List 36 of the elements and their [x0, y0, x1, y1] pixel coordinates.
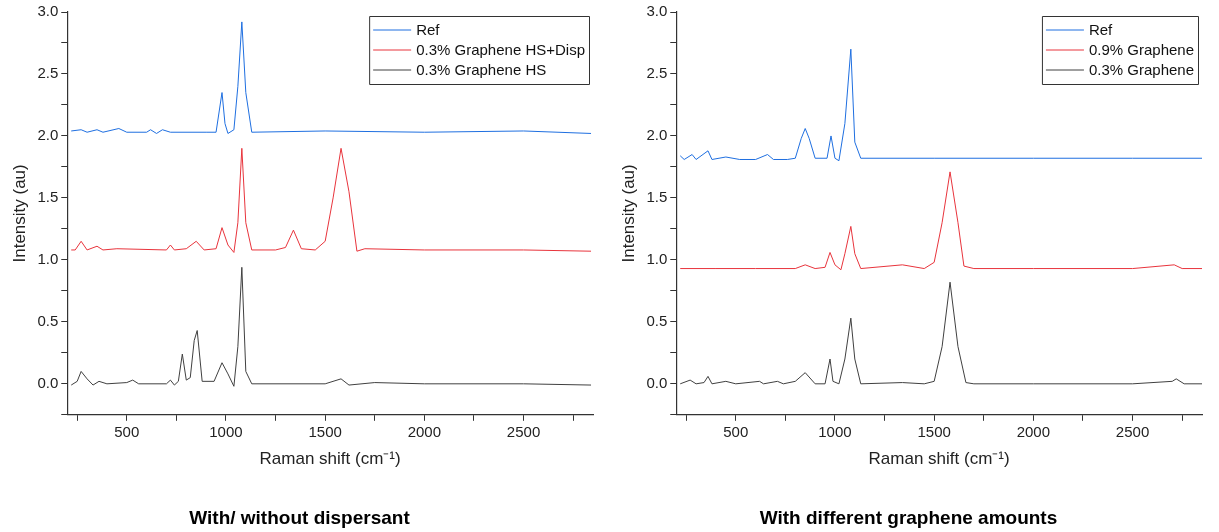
x-tick-label: 1000: [209, 422, 243, 440]
legend-label: 0.3% Graphene: [1088, 61, 1194, 79]
legend-label: Ref: [1088, 21, 1114, 39]
y-tick-label: 1.0: [646, 250, 668, 268]
x-tick-label: 500: [723, 422, 749, 440]
y-tick-label: 0.0: [646, 373, 668, 391]
x-tick-label: 2000: [1016, 422, 1051, 440]
y-tick-label: 2.0: [37, 126, 59, 144]
y-tick-label: 3.0: [646, 2, 668, 20]
x-tick-label: 1500: [917, 422, 951, 440]
legend-label: Ref: [416, 21, 441, 39]
y-tick-label: 2.0: [646, 126, 668, 144]
x-tick-label: 1000: [818, 422, 852, 440]
x-tick-label: 1500: [308, 422, 342, 440]
y-tick-label: 2.5: [37, 64, 59, 82]
y-tick-label: 0.5: [37, 311, 59, 329]
y-axis-title: Intensity (au): [9, 164, 29, 263]
y-tick-label: 0.0: [37, 373, 59, 391]
y-tick-label: 3.0: [37, 2, 59, 20]
y-tick-label: 1.5: [37, 188, 59, 206]
legend-label: 0.3% Graphene HS+Disp: [416, 41, 586, 59]
x-tick-label: 2500: [506, 422, 541, 440]
text: With different graphene amounts: [759, 506, 1058, 528]
x-axis-title: Raman shift (cm⁻¹): [259, 448, 401, 468]
x-tick-label: 500: [114, 422, 140, 440]
legend-label: 0.3% Graphene HS: [416, 61, 547, 79]
text: With/ without dispersant: [189, 506, 411, 528]
y-tick-label: 1.0: [37, 250, 59, 268]
y-axis-title: Intensity (au): [618, 164, 638, 263]
y-tick-label: 2.5: [646, 64, 668, 82]
x-axis-title: Raman shift (cm⁻¹): [868, 448, 1010, 468]
y-tick-label: 0.5: [646, 311, 668, 329]
x-tick-label: 2500: [1115, 422, 1150, 440]
x-tick-label: 2000: [407, 422, 442, 440]
legend-label: 0.9% Graphene: [1088, 41, 1194, 59]
y-tick-label: 1.5: [646, 188, 668, 206]
